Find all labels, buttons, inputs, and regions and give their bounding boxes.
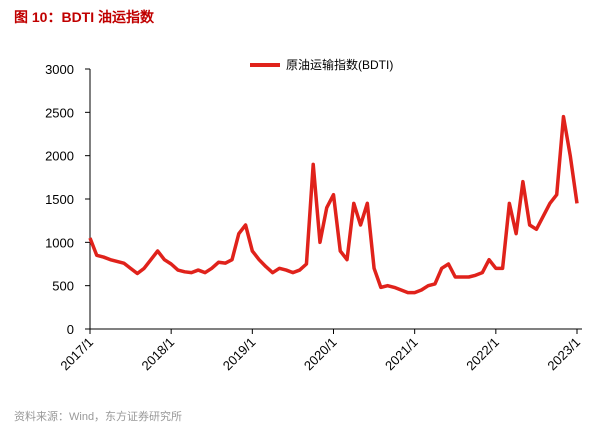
- y-tick-label: 2000: [45, 149, 74, 164]
- x-tick-label: 2019/1: [220, 335, 259, 374]
- y-tick-label: 1000: [45, 235, 74, 250]
- legend-label: 原油运输指数(BDTI): [286, 57, 393, 72]
- x-tick-label: 2018/1: [139, 335, 178, 374]
- x-tick-label: 2020/1: [301, 335, 340, 374]
- y-tick-label: 2500: [45, 105, 74, 120]
- source-note: 资料来源：Wind，东方证券研究所: [14, 409, 182, 423]
- y-tick-label: 1500: [45, 192, 74, 207]
- y-tick-label: 500: [52, 279, 74, 294]
- x-tick-label: 2021/1: [382, 335, 421, 374]
- x-tick-label: 2023/1: [544, 335, 583, 374]
- data-line: [88, 114, 579, 295]
- x-tick-label: 2017/1: [57, 335, 96, 374]
- y-tick-label: 3000: [45, 62, 74, 77]
- y-tick-label: 0: [67, 322, 74, 337]
- chart-title: 图 10：BDTI 油运指数: [14, 9, 155, 25]
- x-tick-label: 2022/1: [463, 335, 502, 374]
